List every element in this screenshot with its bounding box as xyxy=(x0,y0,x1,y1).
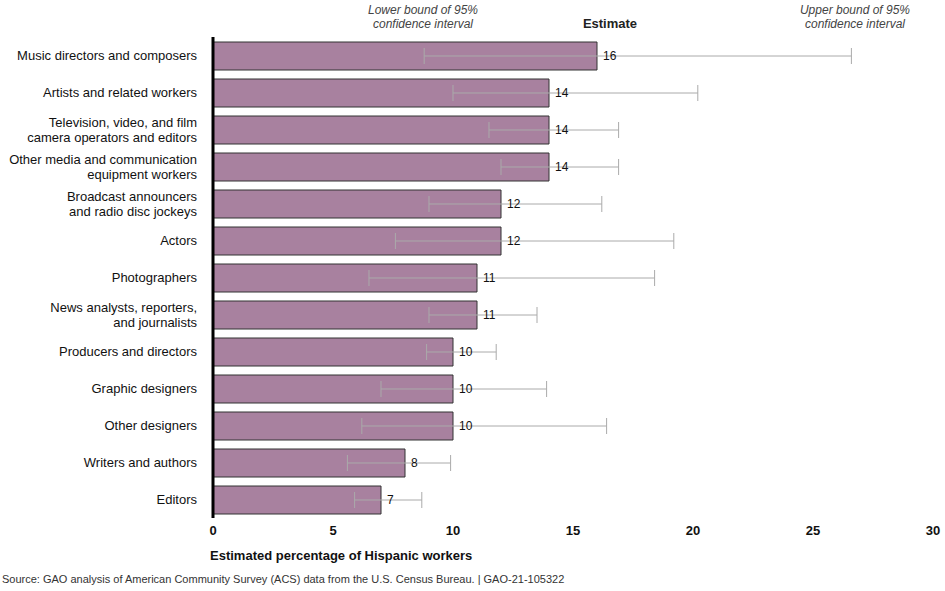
svg-text:News analysts, reporters,and j: News analysts, reporters,and journalists xyxy=(50,300,197,330)
svg-text:7: 7 xyxy=(387,493,394,507)
svg-text:14: 14 xyxy=(555,123,569,137)
svg-text:0: 0 xyxy=(209,523,216,538)
svg-text:14: 14 xyxy=(555,160,569,174)
svg-text:5: 5 xyxy=(329,523,336,538)
svg-text:14: 14 xyxy=(555,86,569,100)
svg-text:Graphic designers: Graphic designers xyxy=(92,381,198,396)
svg-text:11: 11 xyxy=(483,308,496,322)
svg-text:Actors: Actors xyxy=(160,233,197,248)
svg-text:8: 8 xyxy=(411,456,418,470)
svg-text:15: 15 xyxy=(566,523,580,538)
svg-text:11: 11 xyxy=(483,271,496,285)
html-text:Upper bound of 95% confidence: Upper bound of 95% confidence interval xyxy=(800,3,910,31)
svg-text:Writers and authors: Writers and authors xyxy=(84,455,198,470)
svg-text:10: 10 xyxy=(446,523,460,538)
svg-text:Artists and related workers: Artists and related workers xyxy=(43,85,197,100)
svg-text:Broadcast announcersand radio: Broadcast announcersand radio disc jocke… xyxy=(67,189,198,219)
svg-text:20: 20 xyxy=(686,523,700,538)
svg-text:Editors: Editors xyxy=(157,492,198,507)
svg-text:25: 25 xyxy=(806,523,820,538)
svg-text:16: 16 xyxy=(603,49,617,63)
html-text:Lower bound of 95% confidence: Lower bound of 95% confidence interval xyxy=(368,3,478,31)
html-text:Estimate: Estimate xyxy=(582,16,638,31)
svg-text:Other media and communicatione: Other media and communicationequipment w… xyxy=(9,152,197,182)
svg-text:12: 12 xyxy=(507,234,521,248)
html-text:Source: GAO analysis of Americ: Source: GAO analysis of American Communi… xyxy=(2,573,565,585)
html-text:Estimated percentage of Hispan: Estimated percentage of Hispanic workers xyxy=(210,548,473,563)
svg-text:10: 10 xyxy=(459,419,473,433)
svg-text:Other designers: Other designers xyxy=(105,418,198,433)
svg-text:Photographers: Photographers xyxy=(112,270,198,285)
svg-text:Producers and directors: Producers and directors xyxy=(59,344,198,359)
svg-text:12: 12 xyxy=(507,197,521,211)
svg-text:10: 10 xyxy=(459,382,473,396)
svg-text:30: 30 xyxy=(926,523,937,538)
svg-text:10: 10 xyxy=(459,345,473,359)
svg-text:Television, video, and filmcam: Television, video, and filmcamera operat… xyxy=(27,115,197,145)
svg-text:Music directors and composers: Music directors and composers xyxy=(17,48,197,63)
